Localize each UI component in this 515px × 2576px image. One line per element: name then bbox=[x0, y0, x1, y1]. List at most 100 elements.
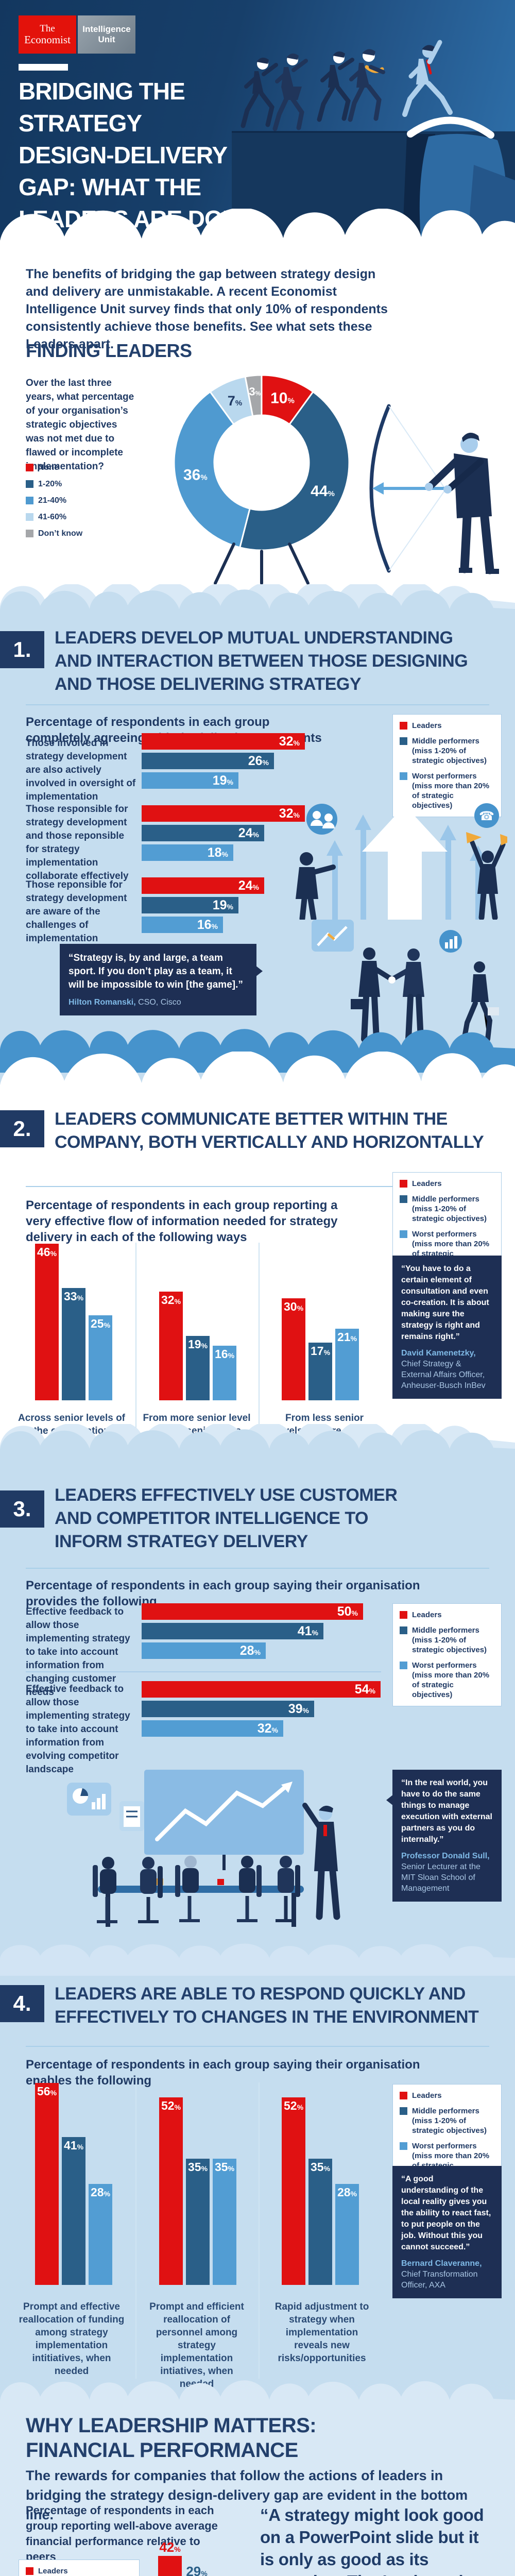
legend-item: Middle performers (miss 1-20% of strateg… bbox=[400, 1194, 494, 1224]
chart-subtitle: Percentage of respondents in each group … bbox=[26, 1198, 338, 1244]
bar-value-label: 39% bbox=[288, 1701, 309, 1716]
bar-series-2: 32% bbox=[142, 1720, 283, 1737]
bar-series-1: 41% bbox=[142, 1623, 323, 1639]
section-title-line: AND COMPETITOR INTELLIGENCE TO bbox=[55, 1509, 369, 1528]
bow bbox=[369, 404, 391, 573]
bar-series-0: 46% bbox=[35, 1244, 59, 1400]
legend-item: Leaders bbox=[400, 1610, 494, 1620]
handshake-illustration bbox=[312, 920, 499, 1043]
section-number: 3. bbox=[0, 1490, 44, 1528]
seated-figures bbox=[93, 1856, 300, 1923]
quote-text: “In the real world, you have to do the s… bbox=[401, 1778, 492, 1844]
meeting-table bbox=[98, 1878, 304, 1927]
bar-series-1: 33% bbox=[62, 1288, 85, 1400]
cloud-divider bbox=[0, 1424, 515, 1473]
section-title: LEADERS DEVELOP MUTUAL UNDERSTANDING AND… bbox=[55, 626, 468, 696]
bar-value-label: 33% bbox=[63, 1290, 84, 1303]
statement-label: Effective feedback to allow those implem… bbox=[26, 1684, 130, 1775]
bar-value-label: 16% bbox=[197, 917, 218, 932]
bar-series-1: 24% bbox=[142, 825, 264, 841]
legend-item: Leaders bbox=[400, 721, 494, 731]
phone-icon: ☎ bbox=[474, 803, 499, 828]
legend-swatch bbox=[400, 772, 407, 780]
flag-person-icon bbox=[466, 832, 507, 920]
legend-item: Don’t know bbox=[26, 529, 82, 538]
pie-slice-21-40% bbox=[173, 391, 251, 549]
quote-text: “You have to do a certain element of con… bbox=[401, 1264, 489, 1341]
statement-label: Those reponsible for strategy developmen… bbox=[26, 879, 127, 944]
bar-series-1: 35% bbox=[186, 2159, 210, 2285]
bar-value-label: 52% bbox=[161, 2099, 181, 2112]
page-title-line: GAP: WHAT THE bbox=[19, 174, 201, 200]
legend-swatch bbox=[400, 722, 407, 730]
bar-group: 24% 19% 16% bbox=[142, 877, 264, 936]
legend-label: Don’t know bbox=[38, 529, 83, 538]
finding-leaders-section: The benefits of bridging the gap between… bbox=[0, 258, 515, 613]
legend-swatch bbox=[26, 480, 33, 488]
bridge-arc bbox=[407, 116, 494, 139]
bar-value-label: 24% bbox=[238, 825, 259, 840]
quote-name: Hilton Romanski, bbox=[68, 998, 136, 1007]
intelligence-unit-logo: Intelligence Unit bbox=[78, 15, 135, 54]
bar-group: 52% 35% 28% bbox=[282, 2097, 359, 2285]
bar-series-2: 28% bbox=[89, 2184, 112, 2285]
section-number: 2. bbox=[0, 1110, 44, 1147]
bar-value-label: 30% bbox=[283, 1300, 304, 1313]
svg-text:☎: ☎ bbox=[479, 809, 494, 823]
quote-attribution: Professor Donald Sull, Senior Lecturer a… bbox=[401, 1851, 493, 1894]
runner-icon bbox=[241, 57, 278, 128]
bar-value-label: 17% bbox=[310, 1344, 331, 1358]
legend-label: Leaders bbox=[412, 721, 442, 730]
pie-slice-Don’t know bbox=[244, 374, 263, 417]
logo-text: Economist bbox=[24, 33, 71, 46]
quote-role: Chief Strategy & External Affairs Office… bbox=[401, 1360, 486, 1390]
runner-icon bbox=[272, 53, 308, 131]
clipboard-icon bbox=[119, 1801, 144, 1831]
legend-swatch bbox=[26, 497, 33, 504]
section-2: 2. LEADERS COMMUNICATE BETTER WITHIN THE… bbox=[0, 1103, 515, 1453]
legend-item: Middle performers (miss 1-20% of strateg… bbox=[400, 2106, 494, 2136]
legend-item: Leaders bbox=[400, 2091, 494, 2100]
title-dash bbox=[19, 64, 68, 71]
category-label: Rapid adjustment to strategy when implem… bbox=[274, 2301, 369, 2364]
page-title-line: DESIGN-DELIVERY bbox=[19, 142, 228, 168]
chart-subtitle: Percentage of respondents in each group … bbox=[26, 1579, 420, 1608]
intro-paragraph: The benefits of bridging the gap between… bbox=[26, 267, 388, 351]
legend-swatch bbox=[400, 2107, 407, 2115]
chart-subtitle: Percentage of respondents in each group … bbox=[26, 2504, 218, 2563]
legend-label: 1-20% bbox=[38, 480, 62, 488]
bar-group: 50% 41% 28% bbox=[142, 1603, 363, 1662]
bar-series-0: 30% bbox=[282, 1298, 305, 1400]
legend-label: Leaders bbox=[412, 1611, 442, 1619]
section-title: LEADERS EFFECTIVELY USE CUSTOMER AND COM… bbox=[55, 1484, 398, 1553]
bar-value-label: 19% bbox=[187, 1337, 208, 1351]
arrow bbox=[372, 482, 452, 495]
divider bbox=[26, 704, 489, 705]
bar-group: 42%29%14% bbox=[158, 2539, 235, 2576]
donut-slices: 10%44%36%7%3% bbox=[173, 374, 350, 551]
bar-series-0: 50% bbox=[142, 1603, 363, 1620]
bar-series-0: 52% bbox=[282, 2097, 305, 2285]
bar-group: 46% 33% 25% bbox=[35, 1244, 112, 1400]
legend-label: Leaders bbox=[412, 1179, 442, 1188]
bar-series-0: 42% bbox=[158, 2539, 182, 2576]
statement-label: Those responsible for strategy developme… bbox=[26, 804, 129, 882]
legend-item: Leaders bbox=[26, 2566, 132, 2576]
cloud-edge bbox=[0, 209, 515, 258]
legend-label: Middle performers (miss 1-20% of strateg… bbox=[412, 737, 487, 765]
bar-group: 32% 19% 16% bbox=[159, 1292, 236, 1400]
bar-value-label: 19% bbox=[212, 773, 233, 788]
legend-label: None bbox=[38, 463, 59, 472]
statement-label: Those involved in strategy development a… bbox=[26, 738, 136, 802]
easel-stand bbox=[214, 543, 310, 585]
quote-name: Professor Donald Sull, bbox=[401, 1852, 490, 1860]
series-legend: Leaders Middle performers (miss 1-20% of … bbox=[392, 714, 502, 817]
bar-series-0: 24% bbox=[142, 877, 264, 894]
quote-attribution: David Kamenetzky, Chief Strategy & Exter… bbox=[401, 1348, 493, 1391]
bar-group: 30% 17% 21% bbox=[282, 1298, 359, 1400]
quote-text: “A good understanding of the local reali… bbox=[401, 2175, 491, 2251]
divider bbox=[26, 1568, 489, 1569]
bar-value-label: 26% bbox=[248, 753, 269, 768]
bar-value-label: 32% bbox=[279, 806, 300, 821]
